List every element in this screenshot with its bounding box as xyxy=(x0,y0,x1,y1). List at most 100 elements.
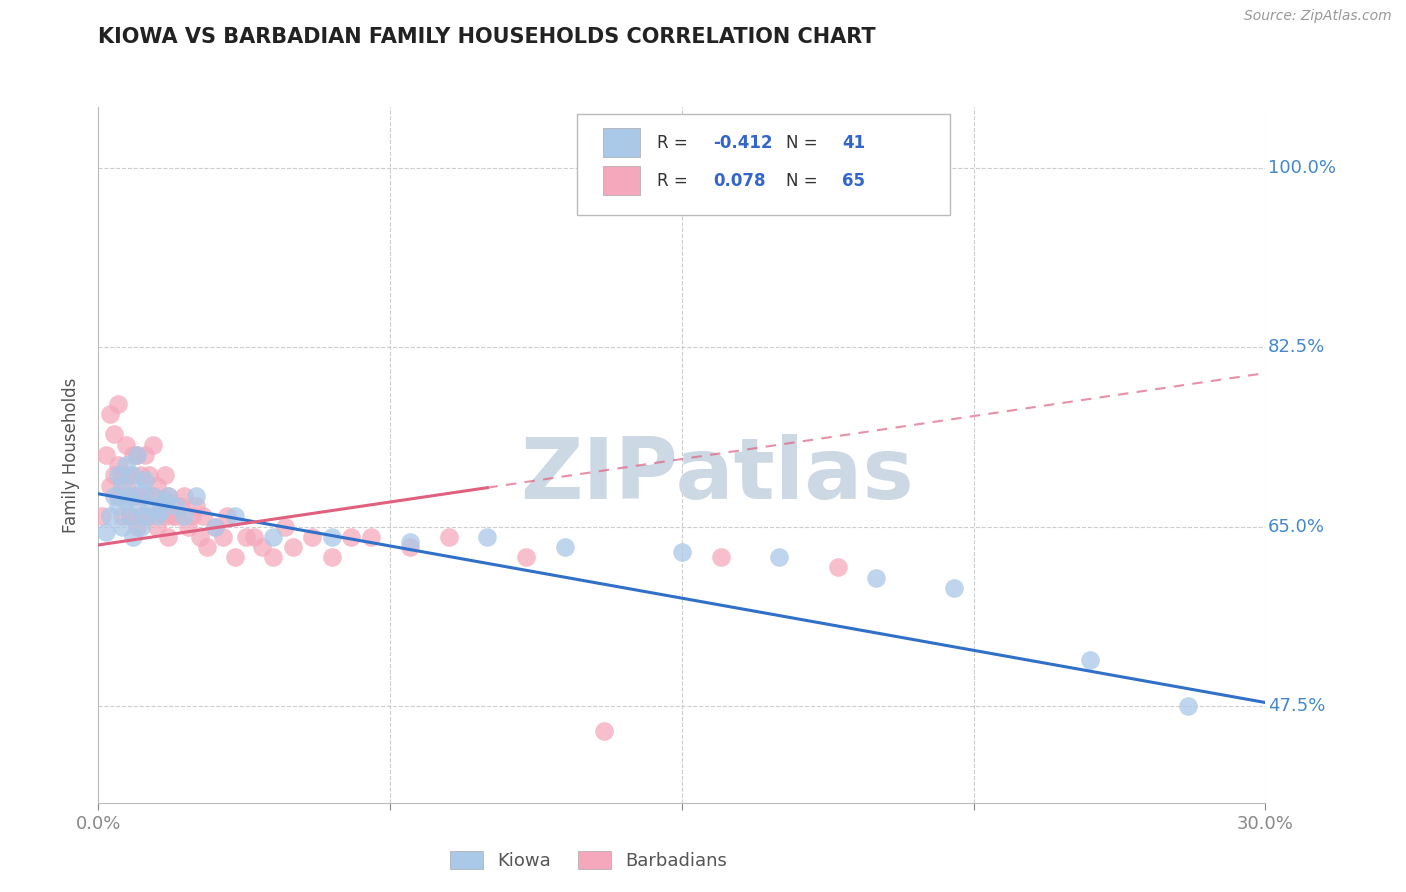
Point xyxy=(224,509,246,524)
Point xyxy=(96,448,118,462)
Y-axis label: Family Households: Family Households xyxy=(62,377,80,533)
Point xyxy=(127,499,149,513)
Point xyxy=(224,550,246,565)
Point xyxy=(262,530,284,544)
Point xyxy=(98,509,121,524)
Point xyxy=(157,489,180,503)
Legend: Kiowa, Barbadians: Kiowa, Barbadians xyxy=(443,844,734,877)
Point xyxy=(122,448,145,462)
Point xyxy=(173,509,195,524)
Point xyxy=(118,468,141,483)
Text: N =: N = xyxy=(786,172,823,190)
Point xyxy=(554,540,576,554)
Text: 65.0%: 65.0% xyxy=(1268,517,1324,535)
Point xyxy=(865,571,887,585)
Point xyxy=(129,468,152,483)
Point xyxy=(122,530,145,544)
Text: 100.0%: 100.0% xyxy=(1268,160,1336,178)
Point xyxy=(146,478,169,492)
Point xyxy=(153,494,176,508)
FancyBboxPatch shape xyxy=(603,128,640,157)
Point xyxy=(215,509,238,524)
Point xyxy=(768,550,790,565)
Point xyxy=(149,499,172,513)
Point xyxy=(142,489,165,503)
Point xyxy=(301,530,323,544)
Text: N =: N = xyxy=(786,134,823,152)
Point xyxy=(827,560,849,574)
Point xyxy=(107,499,129,513)
Point xyxy=(142,489,165,503)
FancyBboxPatch shape xyxy=(603,166,640,195)
Point xyxy=(157,530,180,544)
Point xyxy=(98,478,121,492)
Point xyxy=(321,530,343,544)
Point xyxy=(134,509,156,524)
Point xyxy=(134,448,156,462)
Point xyxy=(114,438,136,452)
Point xyxy=(142,438,165,452)
Text: KIOWA VS BARBADIAN FAMILY HOUSEHOLDS CORRELATION CHART: KIOWA VS BARBADIAN FAMILY HOUSEHOLDS COR… xyxy=(98,27,876,46)
Point xyxy=(398,540,420,554)
Point xyxy=(235,530,257,544)
Point xyxy=(262,550,284,565)
Point xyxy=(212,530,235,544)
Point xyxy=(127,489,149,503)
Text: R =: R = xyxy=(658,172,693,190)
Point xyxy=(515,550,537,565)
Point xyxy=(184,499,207,513)
Point xyxy=(114,494,136,508)
Point xyxy=(169,499,191,513)
Point xyxy=(122,489,145,503)
Point xyxy=(398,534,420,549)
Text: 41: 41 xyxy=(842,134,865,152)
Point xyxy=(138,509,160,524)
Point xyxy=(111,468,134,483)
Point xyxy=(118,509,141,524)
Point xyxy=(1080,652,1102,666)
Point xyxy=(129,483,152,498)
Point xyxy=(340,530,363,544)
Point xyxy=(281,540,304,554)
Point xyxy=(138,499,160,513)
Point xyxy=(157,489,180,503)
Point xyxy=(153,509,176,524)
Text: -0.412: -0.412 xyxy=(713,134,773,152)
Point xyxy=(188,530,211,544)
Point xyxy=(111,519,134,533)
Point xyxy=(103,489,125,503)
Point xyxy=(180,509,202,524)
Point xyxy=(193,509,215,524)
Point xyxy=(118,489,141,503)
Point xyxy=(98,407,121,421)
Point xyxy=(91,509,114,524)
Point xyxy=(127,448,149,462)
Point xyxy=(107,458,129,472)
Point xyxy=(127,448,149,462)
Point xyxy=(165,509,187,524)
Point xyxy=(134,474,156,488)
Text: R =: R = xyxy=(658,134,693,152)
Point xyxy=(111,478,134,492)
Point xyxy=(138,468,160,483)
Point xyxy=(107,489,129,503)
Point xyxy=(184,489,207,503)
Text: Source: ZipAtlas.com: Source: ZipAtlas.com xyxy=(1244,9,1392,23)
Text: 82.5%: 82.5% xyxy=(1268,338,1324,357)
Point xyxy=(177,519,200,533)
Point xyxy=(250,540,273,554)
Point xyxy=(114,458,136,472)
Point xyxy=(153,468,176,483)
Point xyxy=(321,550,343,565)
Point xyxy=(477,530,499,544)
Point xyxy=(118,509,141,524)
Point xyxy=(173,489,195,503)
Text: 65: 65 xyxy=(842,172,865,190)
Point xyxy=(593,724,616,739)
Text: ZIPatlas: ZIPatlas xyxy=(520,434,914,517)
Point xyxy=(107,397,129,411)
Point xyxy=(243,530,266,544)
Point xyxy=(149,504,172,518)
Point xyxy=(274,519,297,533)
Point xyxy=(129,519,152,533)
